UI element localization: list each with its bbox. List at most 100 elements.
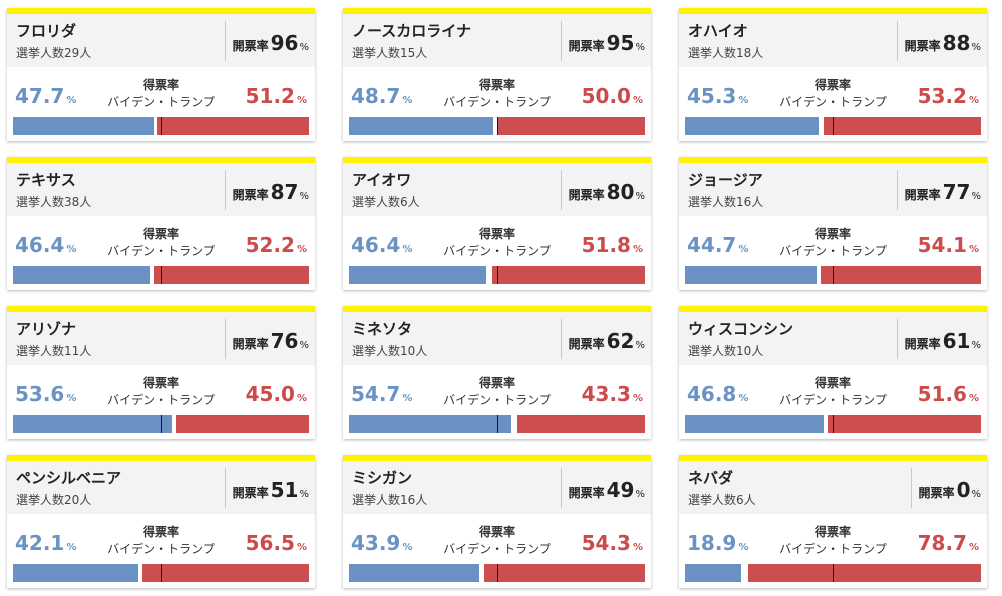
- electors-count: 選挙人数10人: [352, 344, 428, 358]
- counted-rate: 開票率 87%: [233, 180, 309, 204]
- counted-percent-sign: %: [971, 42, 981, 53]
- counted-rate: 開票率 76%: [233, 329, 309, 353]
- state-card-10[interactable]: ペンシルベニア 選挙人数20人 開票率 51% 42.1% 得票率 バイデン・トラ…: [7, 455, 315, 588]
- biden-share-bar: [685, 415, 824, 433]
- trump-percentage: 51.8%: [582, 233, 643, 257]
- vote-share-bar: [685, 266, 981, 284]
- vote-rate-label: 得票率: [142, 525, 179, 539]
- state-card-7[interactable]: アリゾナ 選挙人数11人 開票率 76% 53.6% 得票率 バイデン・トランプ …: [7, 306, 315, 439]
- biden-share-bar: [13, 564, 138, 582]
- counted-label: 開票率: [918, 486, 955, 500]
- trump-percent-sign: %: [968, 95, 979, 106]
- counted-percent-sign: %: [971, 340, 981, 351]
- header-divider: [561, 468, 562, 508]
- counted-label: 開票率: [568, 39, 605, 53]
- header-divider: [561, 21, 562, 61]
- biden-share-bar: [685, 564, 741, 582]
- electors-count: 選挙人数10人: [688, 344, 764, 358]
- biden-percent-sign: %: [66, 95, 77, 106]
- biden-percent-sign: %: [402, 393, 413, 404]
- state-name: アリゾナ: [16, 320, 77, 338]
- candidates-label: バイデン・トランプ: [779, 95, 887, 109]
- counted-value: 87: [270, 180, 299, 204]
- vote-rate-label: 得票率: [814, 78, 851, 92]
- counted-percent-sign: %: [971, 489, 981, 500]
- vote-rate-label: 得票率: [478, 525, 515, 539]
- counted-value: 62: [606, 329, 635, 353]
- vote-share-bar: [685, 564, 981, 582]
- trump-value: 54.1: [917, 233, 967, 257]
- vote-rate-label: 得票率: [814, 227, 851, 241]
- counted-label: 開票率: [904, 39, 941, 53]
- counted-percent-sign: %: [299, 489, 309, 500]
- biden-percentage: 45.3%: [687, 84, 748, 108]
- state-card-4[interactable]: テキサス 選挙人数38人 開票率 87% 46.4% 得票率 バイデン・トランプ …: [7, 157, 315, 290]
- vote-rate-label: 得票率: [142, 78, 179, 92]
- state-card-5[interactable]: アイオワ 選挙人数6人 開票率 80% 46.4% 得票率 バイデン・トランプ 5…: [343, 157, 651, 290]
- trump-percentage: 56.5%: [246, 531, 307, 555]
- electors-count: 選挙人数6人: [352, 195, 420, 209]
- majority-marker: [161, 117, 162, 135]
- counted-rate: 開票率 0%: [919, 478, 981, 502]
- state-name: ノースカロライナ: [352, 22, 471, 40]
- state-card-header: オハイオ 選挙人数18人 開票率 88%: [679, 14, 987, 67]
- counted-value: 96: [270, 31, 299, 55]
- state-card-body: 47.7% 得票率 バイデン・トランプ 51.2%: [7, 67, 315, 141]
- state-card-6[interactable]: ジョージア 選挙人数16人 開票率 77% 44.7% 得票率 バイデン・トランプ…: [679, 157, 987, 290]
- state-card-header: フロリダ 選挙人数29人 開票率 96%: [7, 14, 315, 67]
- trump-percent-sign: %: [296, 542, 307, 553]
- trump-percentage: 78.7%: [918, 531, 979, 555]
- header-divider: [911, 468, 912, 508]
- counted-value: 49: [606, 478, 635, 502]
- counted-value: 76: [270, 329, 299, 353]
- state-name: ミネソタ: [352, 320, 413, 338]
- trump-value: 51.2: [245, 84, 295, 108]
- biden-percentage: 54.7%: [351, 382, 412, 406]
- trump-percent-sign: %: [632, 95, 643, 106]
- counted-rate: 開票率 62%: [569, 329, 645, 353]
- counted-label: 開票率: [568, 188, 605, 202]
- state-card-2[interactable]: ノースカロライナ 選挙人数15人 開票率 95% 48.7% 得票率 バイデン・ト…: [343, 8, 651, 141]
- counted-rate: 開票率 95%: [569, 31, 645, 55]
- state-card-11[interactable]: ミシガン 選挙人数16人 開票率 49% 43.9% 得票率 バイデン・トランプ …: [343, 455, 651, 588]
- trump-percentage: 54.3%: [582, 531, 643, 555]
- majority-marker: [833, 564, 834, 582]
- trump-share-bar: [176, 415, 309, 433]
- trump-percentage: 51.2%: [246, 84, 307, 108]
- counted-rate: 開票率 88%: [905, 31, 981, 55]
- state-card-12[interactable]: ネバダ 選挙人数6人 開票率 0% 18.9% 得票率 バイデン・トランプ 78.…: [679, 455, 987, 588]
- trump-share-bar: [517, 415, 645, 433]
- trump-share-bar: [497, 117, 645, 135]
- biden-percentage: 47.7%: [15, 84, 76, 108]
- biden-percent-sign: %: [66, 244, 77, 255]
- trump-value: 51.6: [917, 382, 967, 406]
- biden-percentage: 46.4%: [15, 233, 76, 257]
- electors-count: 選挙人数38人: [16, 195, 92, 209]
- trump-percent-sign: %: [632, 542, 643, 553]
- vote-share-bar: [349, 564, 645, 582]
- state-card-1[interactable]: フロリダ 選挙人数29人 開票率 96% 47.7% 得票率 バイデン・トランプ …: [7, 8, 315, 141]
- counted-percent-sign: %: [635, 42, 645, 53]
- vote-share-bar: [13, 117, 309, 135]
- biden-value: 47.7: [15, 84, 65, 108]
- trump-share-bar: [492, 266, 645, 284]
- state-card-header: ミネソタ 選挙人数10人 開票率 62%: [343, 312, 651, 365]
- electors-count: 選挙人数16人: [688, 195, 764, 209]
- majority-marker: [497, 266, 498, 284]
- vote-rate-label: 得票率: [814, 525, 851, 539]
- state-card-8[interactable]: ミネソタ 選挙人数10人 開票率 62% 54.7% 得票率 バイデン・トランプ …: [343, 306, 651, 439]
- header-divider: [225, 21, 226, 61]
- trump-share-bar: [748, 564, 981, 582]
- vote-share-bar: [349, 266, 645, 284]
- trump-value: 52.2: [245, 233, 295, 257]
- electors-count: 選挙人数29人: [16, 46, 92, 60]
- state-card-header: ノースカロライナ 選挙人数15人 開票率 95%: [343, 14, 651, 67]
- counted-value: 61: [942, 329, 971, 353]
- trump-share-bar: [484, 564, 645, 582]
- state-card-9[interactable]: ウィスコンシン 選挙人数10人 開票率 61% 46.8% 得票率 バイデン・トラ…: [679, 306, 987, 439]
- biden-share-bar: [349, 117, 493, 135]
- counted-percent-sign: %: [299, 340, 309, 351]
- state-card-3[interactable]: オハイオ 選挙人数18人 開票率 88% 45.3% 得票率 バイデン・トランプ …: [679, 8, 987, 141]
- biden-percent-sign: %: [738, 542, 749, 553]
- candidates-label: バイデン・トランプ: [107, 393, 215, 407]
